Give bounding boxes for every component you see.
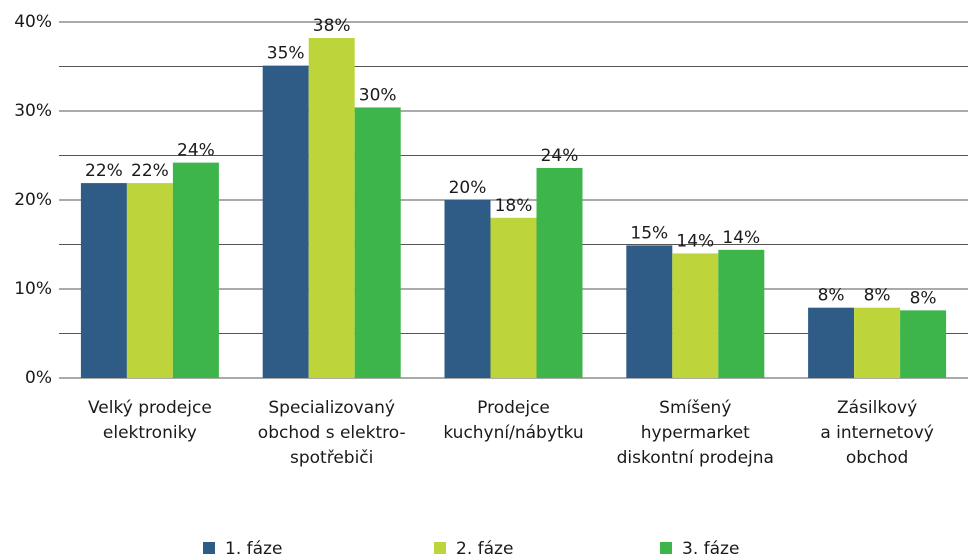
bar [354,107,401,378]
x-tick-label: a internetový [820,423,934,443]
value-label: 35% [267,44,305,64]
value-label: 14% [722,228,760,248]
legend-label: 1. fáze [225,539,282,559]
bar [854,307,901,378]
legend-swatch [203,542,215,554]
x-tick-label: Velký prodejce [88,398,212,418]
x-tick-label: Specializovaný [268,398,395,418]
x-tick-label: obchod s elektro- [258,423,406,443]
value-label: 18% [495,196,533,216]
x-tick-label: kuchyní/nábytku [443,423,583,443]
legend-label: 2. fáze [456,539,513,559]
value-label: 38% [313,16,351,36]
bar [672,253,719,378]
y-tick-label: 20% [14,190,52,210]
value-label: 30% [359,85,397,105]
bar [262,65,309,379]
bar [490,217,537,378]
x-tick-label: diskontní prodejna [617,448,774,468]
value-label: 24% [177,141,215,161]
bar [536,167,583,378]
value-label: 14% [676,231,714,251]
legend-swatch [434,542,446,554]
bar [900,310,947,378]
x-tick-label: Zásilkový [837,398,917,418]
x-tick-label: Smíšený [659,398,731,418]
y-tick-label: 30% [14,101,52,121]
bar [172,162,219,378]
x-tick-label: Prodejce [477,398,550,418]
y-tick-label: 40% [14,12,52,32]
value-label: 15% [630,223,668,243]
x-tick-label: obchod [846,448,909,468]
value-label: 8% [910,288,937,308]
value-label: 8% [864,286,891,306]
y-tick-label: 0% [25,368,52,388]
legend-swatch [660,542,672,554]
bar [808,307,855,378]
value-label: 8% [818,286,845,306]
x-tick-label: elektroniky [103,423,197,443]
value-label: 24% [541,146,579,166]
bar [444,200,491,378]
bar [80,183,127,378]
x-tick-label: spotřebiči [290,448,373,468]
bar [718,249,765,378]
value-label: 22% [131,161,169,181]
value-label: 20% [449,178,487,198]
x-tick-label: hypermarket [641,423,750,443]
bar [308,38,355,379]
value-label: 22% [85,161,123,181]
bar [626,245,673,378]
legend-label: 3. fáze [682,539,739,559]
bar [126,183,173,378]
y-tick-label: 10% [14,279,52,299]
